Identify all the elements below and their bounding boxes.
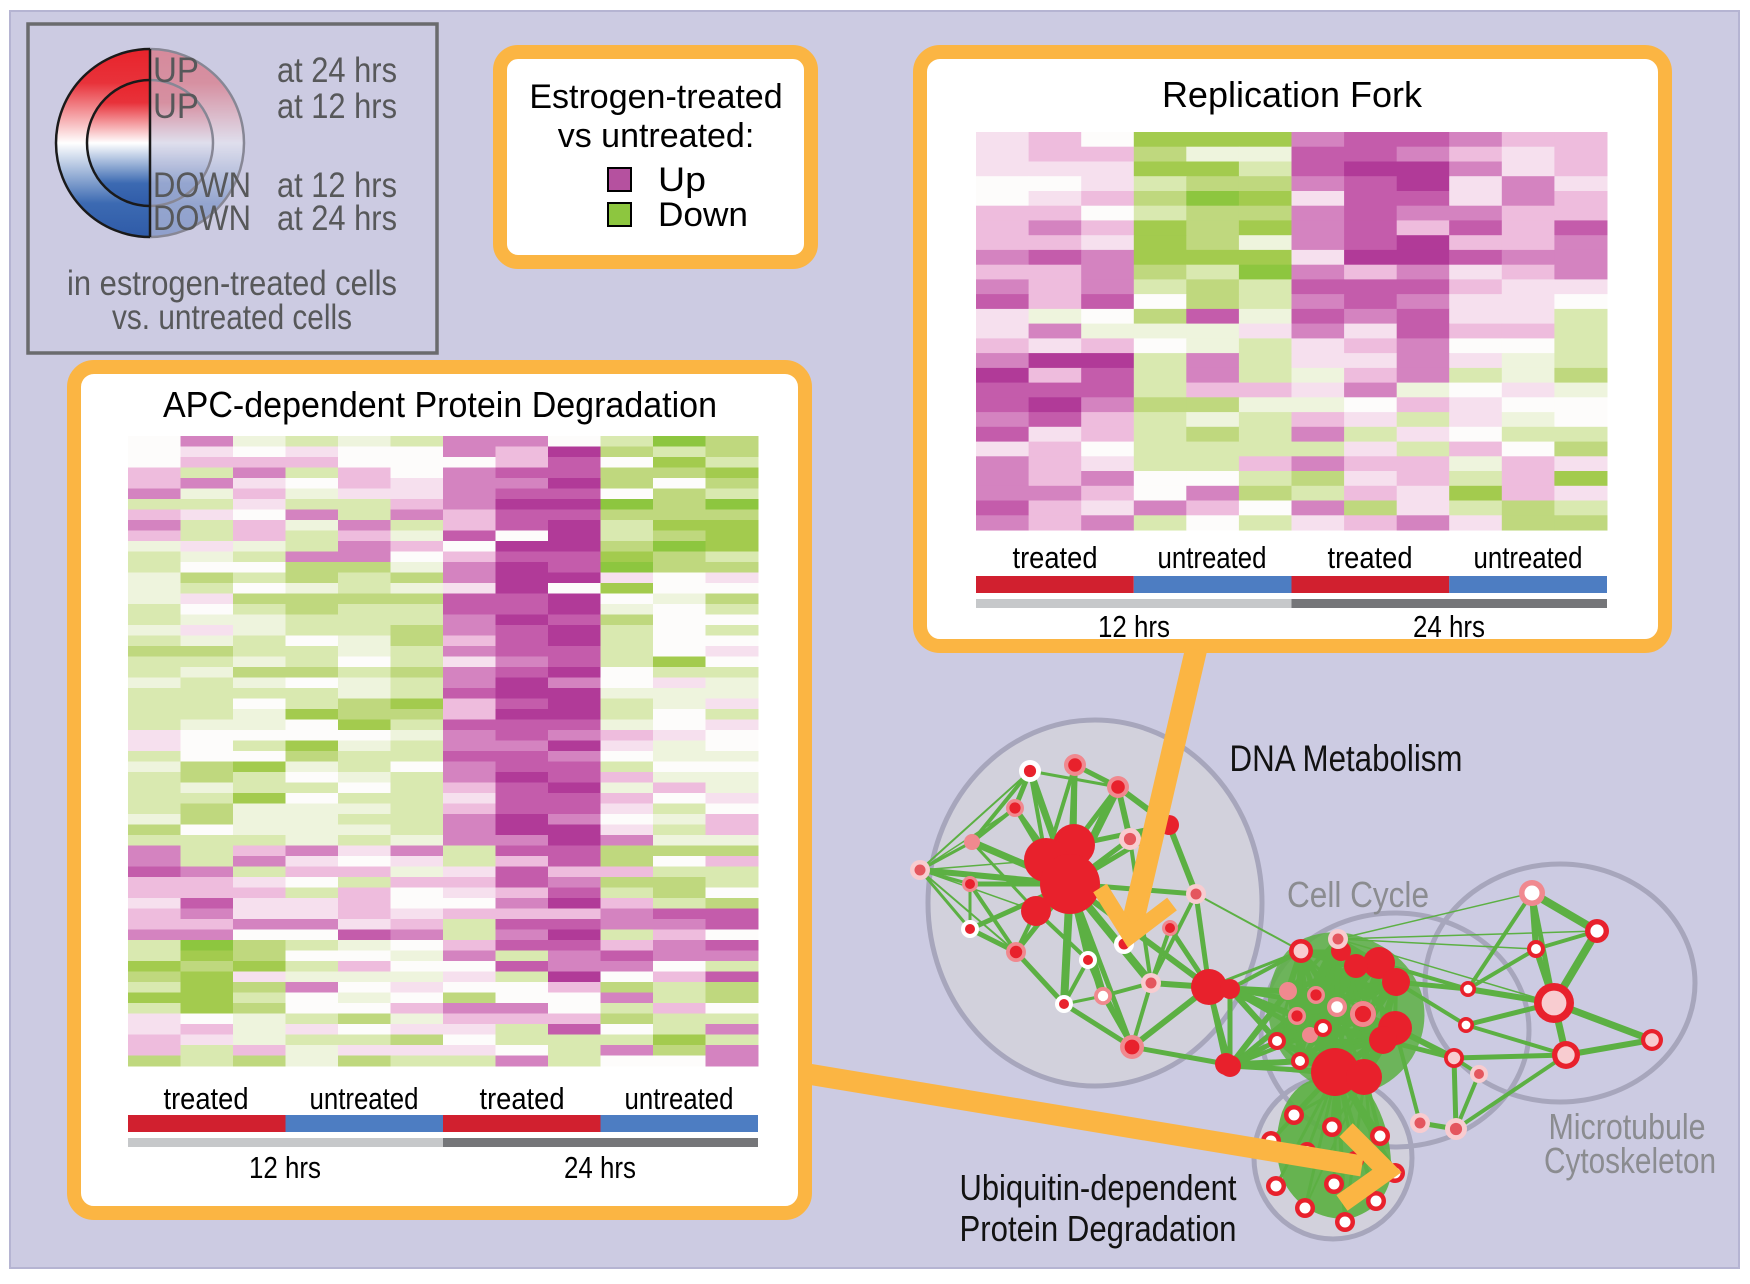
svg-text:DNA Metabolism: DNA Metabolism <box>1230 738 1463 779</box>
svg-text:12 hrs: 12 hrs <box>1098 609 1170 644</box>
svg-text:untreated: untreated <box>1158 540 1267 575</box>
svg-text:12 hrs: 12 hrs <box>249 1150 321 1185</box>
svg-text:at 12 hrs: at 12 hrs <box>277 166 397 205</box>
svg-text:at 12 hrs: at 12 hrs <box>277 87 397 126</box>
svg-text:in estrogen-treated cells: in estrogen-treated cells <box>67 264 397 303</box>
svg-text:untreated: untreated <box>1474 540 1583 575</box>
svg-text:24 hrs: 24 hrs <box>1413 609 1485 644</box>
svg-text:vs. untreated cells: vs. untreated cells <box>112 298 352 337</box>
svg-text:Down: Down <box>658 196 748 234</box>
svg-text:Estrogen-treated: Estrogen-treated <box>529 78 782 116</box>
svg-text:Cell Cycle: Cell Cycle <box>1287 874 1429 915</box>
svg-text:DOWN: DOWN <box>153 199 251 238</box>
svg-text:Microtubule: Microtubule <box>1549 1106 1706 1147</box>
svg-text:treated: treated <box>1013 540 1098 575</box>
svg-text:at 24 hrs: at 24 hrs <box>277 51 397 90</box>
svg-text:Ubiquitin-dependent: Ubiquitin-dependent <box>960 1167 1237 1208</box>
svg-text:treated: treated <box>1328 540 1413 575</box>
svg-text:untreated: untreated <box>625 1081 734 1116</box>
svg-text:treated: treated <box>164 1081 249 1116</box>
svg-text:DOWN: DOWN <box>153 166 251 205</box>
svg-text:UP: UP <box>153 87 199 126</box>
svg-text:vs untreated:: vs untreated: <box>558 117 755 155</box>
svg-text:APC-dependent Protein Degradat: APC-dependent Protein Degradation <box>163 384 717 425</box>
svg-text:Replication Fork: Replication Fork <box>1162 74 1423 115</box>
svg-text:at 24 hrs: at 24 hrs <box>277 199 397 238</box>
svg-text:24 hrs: 24 hrs <box>564 1150 636 1185</box>
svg-text:UP: UP <box>153 51 199 90</box>
svg-text:treated: treated <box>480 1081 565 1116</box>
svg-text:Cytoskeleton: Cytoskeleton <box>1544 1140 1716 1181</box>
svg-text:Up: Up <box>658 161 706 199</box>
svg-text:untreated: untreated <box>310 1081 419 1116</box>
svg-text:Protein Degradation: Protein Degradation <box>960 1208 1237 1249</box>
